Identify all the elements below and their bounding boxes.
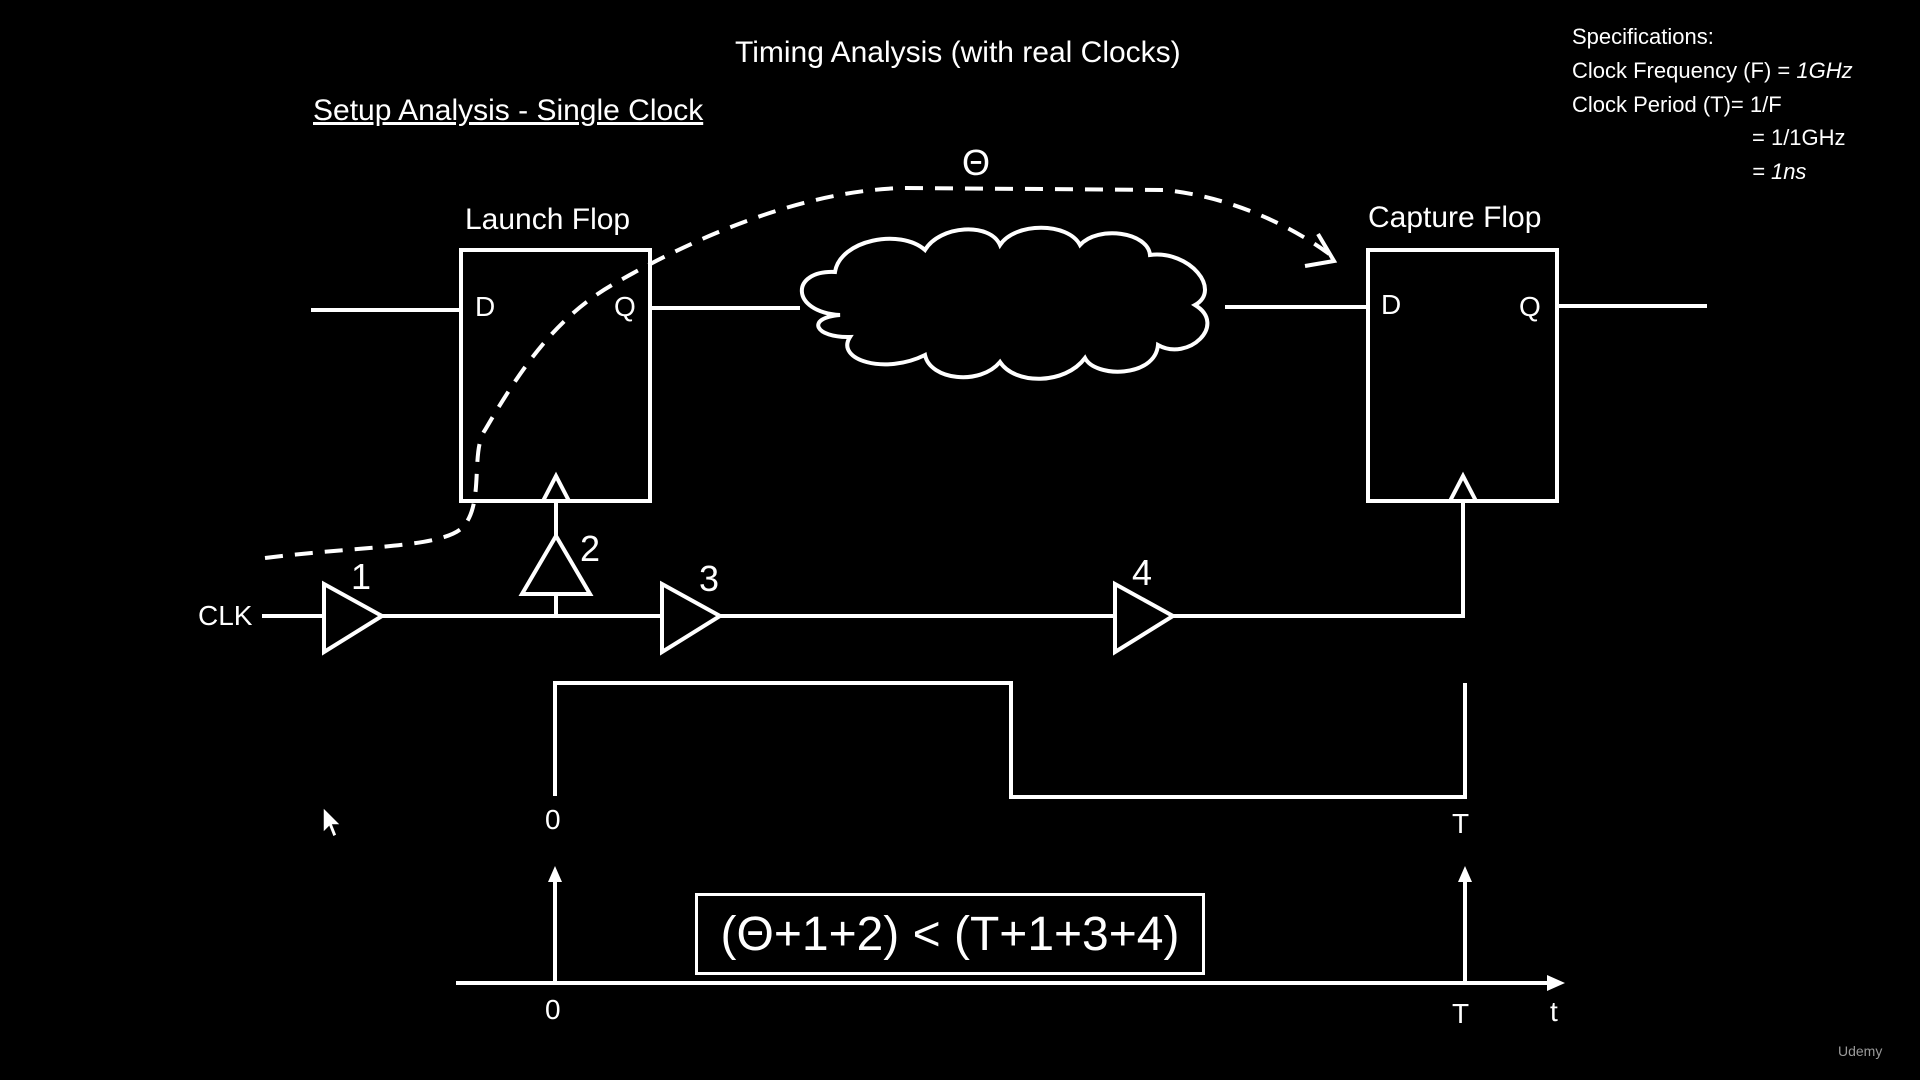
setup-equation-box: (Θ+1+2) < (T+1+3+4) <box>695 893 1205 975</box>
clock-buffer-3 <box>660 580 724 656</box>
data-path-dashed-arrow <box>264 185 1334 560</box>
clock-buffer-4 <box>1113 580 1177 656</box>
buffer-label-3: 3 <box>699 558 720 599</box>
buffer-label-2: 2 <box>580 528 601 569</box>
capture-edge-arrowhead <box>1458 866 1472 882</box>
timeline-start-label: 0 <box>545 994 561 1025</box>
time-axis-label: t <box>1550 996 1558 1027</box>
capture-flop-d-pin: D <box>1381 289 1402 320</box>
launch-flop-d-pin: D <box>475 291 496 322</box>
capture-flop-clock-pin <box>1448 471 1478 502</box>
launch-edge-arrowhead <box>548 866 562 882</box>
clk-to-capture-wire <box>1173 501 1465 618</box>
launch-flop-label: Launch Flop <box>465 203 631 236</box>
specs-heading: Specifications: <box>1572 24 1714 49</box>
section-subtitle: Setup Analysis - Single Clock <box>313 94 704 127</box>
capture-flop-label: Capture Flop <box>1368 201 1542 234</box>
clock-waveform <box>553 681 1467 799</box>
spec-period-step: = 1/1GHz <box>1752 125 1846 150</box>
spec-frequency-value: 1GHz <box>1796 58 1853 83</box>
time-axis-arrowhead <box>1547 975 1565 991</box>
waveform-end-label: T <box>1452 808 1470 839</box>
theta-label: Θ <box>962 142 991 183</box>
spec-period-result: = 1ns <box>1752 159 1806 185</box>
udemy-logo: Udemy <box>1838 1043 1883 1059</box>
spec-clock-frequency: Clock Frequency (F) = 1GHz <box>1572 58 1853 84</box>
timeline-end-label: T <box>1452 998 1470 1029</box>
clk-label: CLK <box>198 600 253 631</box>
data-path-arrowhead <box>1304 232 1338 268</box>
setup-equation: (Θ+1+2) < (T+1+3+4) <box>720 907 1180 961</box>
launch-flop-box <box>459 248 652 503</box>
clock-buffer-2 <box>518 532 594 596</box>
combinational-logic-cloud <box>799 225 1210 381</box>
spec-period-result-value: = 1ns <box>1752 159 1807 184</box>
capture-flop-box <box>1366 248 1559 503</box>
buffer-label-1: 1 <box>351 556 372 597</box>
spec-frequency-label: Clock Frequency (F) = <box>1572 58 1797 83</box>
buffer-label-4: 4 <box>1132 552 1153 593</box>
spec-clock-period: Clock Period (T)= 1/F <box>1572 92 1782 117</box>
clock-buffer-1 <box>322 580 386 656</box>
page-title: Timing Analysis (with real Clocks) <box>735 36 1181 69</box>
launch-flop-clock-pin <box>541 471 571 502</box>
mouse-cursor-icon <box>322 806 343 839</box>
capture-flop-q-pin: Q <box>1519 291 1541 322</box>
launch-flop-q-pin: Q <box>614 291 636 322</box>
waveform-start-label: 0 <box>545 804 561 835</box>
